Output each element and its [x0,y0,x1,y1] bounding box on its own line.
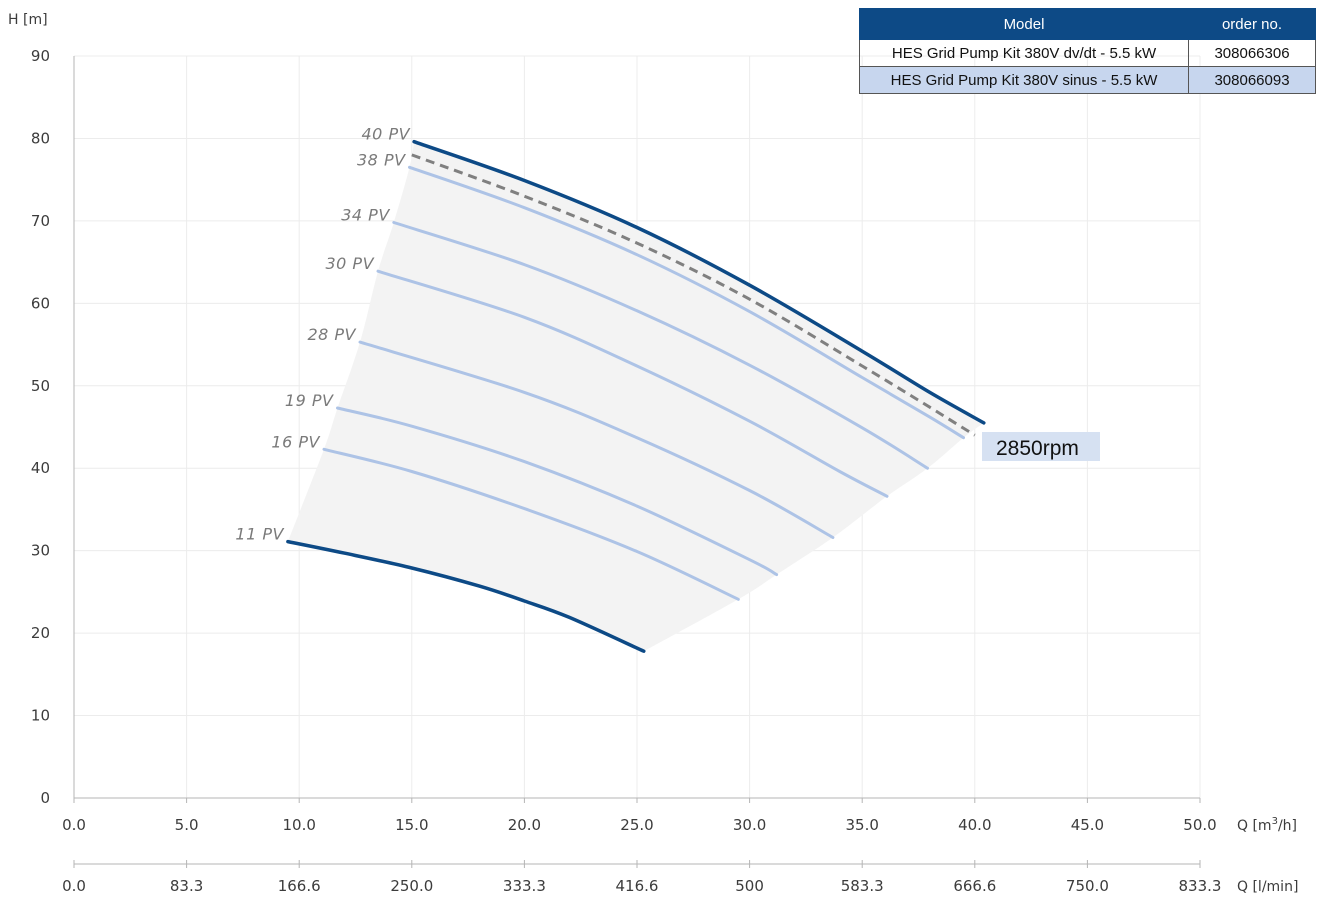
x-secondary-tick-label: 250.0 [390,877,433,895]
legend-row: HES Grid Pump Kit 380V dv/dt - 5.5 kW 30… [859,39,1316,67]
curve-40-pv [412,139,986,425]
x-secondary-tick-label: 416.6 [616,877,659,895]
legend-row: HES Grid Pump Kit 380V sinus - 5.5 kW 30… [859,66,1316,94]
rpm-badge [982,432,1100,461]
x-secondary-tick-label: 500 [735,877,764,895]
x-tick-label: 35.0 [845,816,878,834]
curve-label: 40 PV [362,125,411,144]
legend-model: HES Grid Pump Kit 380V dv/dt - 5.5 kW [859,39,1189,67]
legend-order-no: 308066093 [1188,66,1316,94]
x-secondary-tick-label: 666.6 [953,877,996,895]
curve-label: 34 PV [341,206,390,225]
y-tick-label: 40 [31,459,50,477]
curve-16-pv [322,447,740,601]
rpm-label: 2850rpm [996,437,1079,460]
curve-label: 38 PV [357,150,406,169]
curve-label: 28 PV [307,325,356,344]
x-tick-label: 5.0 [175,816,199,834]
dashed-curve [411,153,976,437]
x-secondary-tick-label: 750.0 [1066,877,1109,895]
curve-34-pv [392,221,929,470]
x-tick-label: 20.0 [508,816,541,834]
legend-header-order: order no. [1188,8,1316,40]
curve-label: 19 PV [285,391,334,410]
x-axis-title: Q [m3/h] [1237,816,1297,834]
legend-order-no: 308066306 [1188,39,1316,67]
curve-28-pv [358,340,835,539]
y-tick-label: 0 [40,789,50,807]
x-tick-label: 25.0 [620,816,653,834]
y-tick-label: 20 [31,624,50,642]
curve-labels: 40 PV 38 PV 34 PV 30 PV 28 PV 19 PV 16 PV 11 PV [235,125,410,544]
y-tick-label: 80 [31,129,50,147]
y-tick-label: 50 [31,377,50,395]
curve-19-pv [336,406,779,577]
axes-layer: 0 10 20 30 40 50 60 70 80 90 0.0 5.0 10.0 15.0 20.0 25.… [31,47,1222,895]
x-tick-label: 45.0 [1071,816,1104,834]
x-secondary-tick-label: 583.3 [841,877,884,895]
x-secondary-tick-label: 166.6 [278,877,321,895]
x-secondary-tick-label: 83.3 [170,877,203,895]
x-tick-label: 30.0 [733,816,766,834]
x-tick-label: 50.0 [1183,816,1216,834]
x-tick-label: 0.0 [62,816,86,834]
curve-38-pv [408,165,965,440]
y-tick-label: 70 [31,212,50,230]
x-secondary-tick-label: 833.3 [1179,877,1222,895]
y-axis-title: H [m] [8,12,48,28]
y-tick-label: 30 [31,542,50,560]
legend-model: HES Grid Pump Kit 380V sinus - 5.5 kW [859,66,1189,94]
curve-label: 16 PV [271,432,320,451]
curves-layer [286,139,986,653]
curve-11-pv [286,539,646,653]
x-axis-secondary-title: Q [l/min] [1237,879,1298,895]
x-tick-label: 15.0 [395,816,428,834]
y-tick-label: 10 [31,707,50,725]
operating-envelope [287,141,984,652]
curve-30-pv [376,269,889,498]
x-tick-label: 40.0 [958,816,991,834]
x-secondary-tick-label: 333.3 [503,877,546,895]
legend-header-row: Model order no. [859,8,1316,40]
x-secondary-tick-label: 0.0 [62,877,86,895]
curve-label: 30 PV [325,254,374,273]
curve-label: 11 PV [235,525,284,544]
y-tick-label: 60 [31,294,50,312]
legend-header-model: Model [859,8,1189,40]
x-tick-label: 10.0 [282,816,315,834]
y-tick-label: 90 [31,47,50,65]
model-legend-table: Model order no. HES Grid Pump Kit 380V d… [859,8,1316,94]
